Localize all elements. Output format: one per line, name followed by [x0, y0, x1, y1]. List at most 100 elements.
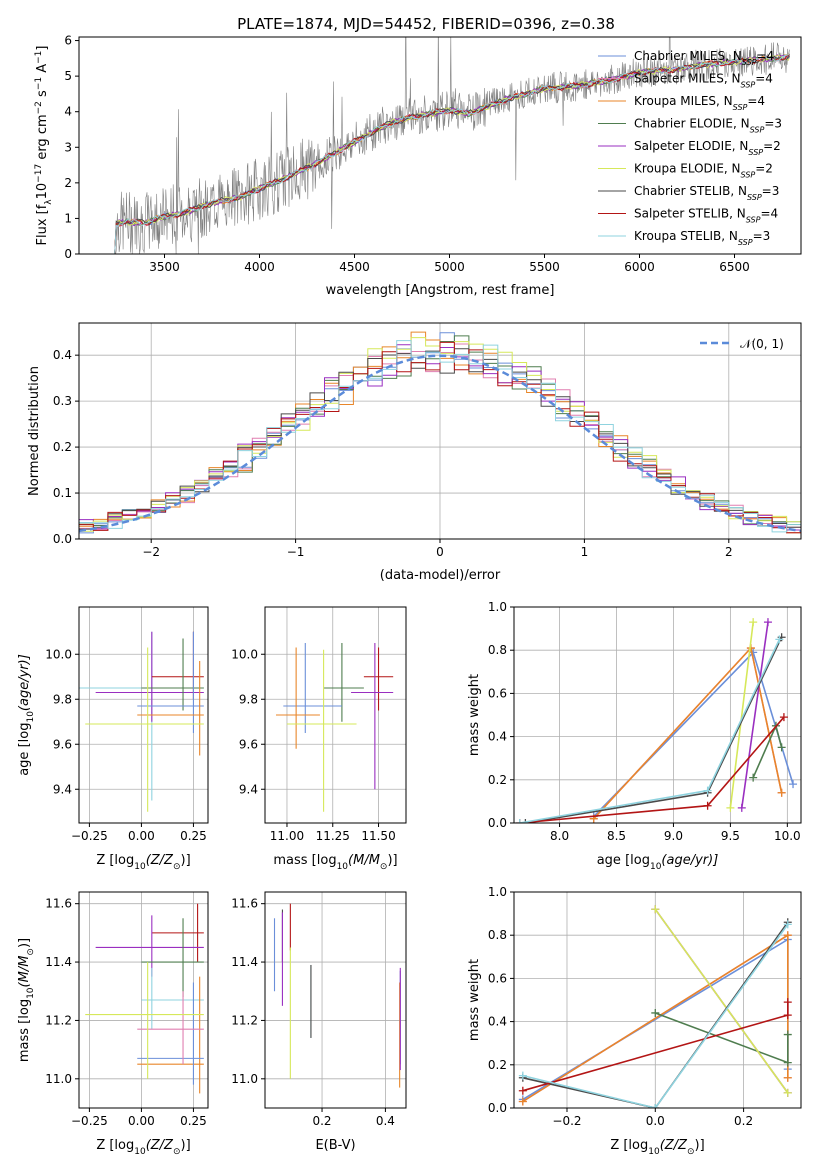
- y-tick-label: 0.2: [488, 773, 507, 787]
- legend-label: Chabrier ELODIE, NSSP=3: [634, 117, 782, 135]
- weight-point: [651, 1008, 660, 1017]
- x-tick-label: 4500: [339, 260, 370, 274]
- plot-area: [79, 331, 801, 534]
- x-tick-label: −0.2: [552, 1114, 581, 1128]
- x-tick-label: 5000: [434, 260, 465, 274]
- weight-point: [703, 786, 712, 795]
- x-tick-label: 0.00: [128, 1114, 155, 1128]
- x-tick-label: 8.0: [550, 829, 569, 843]
- y-tick-label: 9.4: [239, 782, 258, 796]
- legend-label: Salpeter STELIB, NSSP=4: [634, 207, 778, 225]
- y-tick-label: 9.8: [239, 692, 258, 706]
- panel-mass-vs-ebv: 0.2 0.4 11.0 11.2 11.4 11.6 E(B-V): [231, 891, 407, 1153]
- y-axis-label: age [log10(age/yr)]: [17, 654, 36, 776]
- legend-label: Kroupa STELIB, NSSP=3: [634, 229, 770, 247]
- x-axis-label: age [log10(age/yr)]: [597, 853, 719, 872]
- figure-title: PLATE=1874, MJD=54452, FIBERID=0396, z=0…: [237, 15, 615, 33]
- plot-area: [273, 903, 401, 1088]
- y-tick-label: 9.6: [239, 737, 258, 751]
- x-tick-label: −1: [287, 545, 305, 559]
- axes-frame: [513, 891, 802, 1109]
- y-axis-label: Normed distribution: [27, 366, 42, 496]
- x-tick-label: −0.25: [71, 829, 108, 843]
- x-axis-label: Z [log10(Z/Z⊙)]: [96, 1138, 190, 1157]
- y-tick-label: 11.2: [231, 1013, 258, 1027]
- y-tick-label: 11.4: [45, 955, 72, 969]
- x-tick-label: −2: [142, 545, 160, 559]
- weight-point: [783, 1073, 792, 1082]
- y-tick-label: 9.4: [53, 782, 72, 796]
- weight-point: [726, 803, 735, 812]
- weight-line-salpeter-elodie: [741, 621, 769, 809]
- weight-point: [779, 713, 788, 722]
- weight-line-kroupa-stelib: [522, 923, 789, 1108]
- weight-point: [783, 998, 792, 1007]
- y-tick-label: 0.6: [488, 686, 507, 700]
- y-tick-label: 0: [64, 247, 72, 261]
- weight-point: [783, 1011, 792, 1020]
- y-tick-label: 0.0: [488, 816, 507, 830]
- weight-point: [783, 931, 792, 940]
- weight-point: [737, 803, 746, 812]
- y-tick-label: 10.0: [231, 647, 258, 661]
- x-axis-label: wavelength [Angstrom, rest frame]: [326, 283, 555, 298]
- y-tick-label: 0.8: [488, 643, 507, 657]
- y-tick-label: 0.4: [488, 1015, 507, 1029]
- y-tick-label: 0.4: [488, 730, 507, 744]
- weight-point: [783, 920, 792, 929]
- weight-point: [518, 1071, 527, 1080]
- y-axis-label: mass weight: [467, 674, 482, 756]
- y-tick-label: 11.4: [231, 955, 258, 969]
- x-tick-label: 9.5: [721, 829, 740, 843]
- x-tick-label: 2: [725, 545, 733, 559]
- weight-line-salpeter-miles: [593, 646, 783, 820]
- panel-residuals: −2 −1 0 1 2 0.0 0.1 0.2 0.3 0.4 𝒩(0, 1) (data-model…: [27, 322, 802, 583]
- weight-point: [783, 1088, 792, 1097]
- panel-weight-vs-age: 8.0 8.5 9.0 9.5 10.0 0.0 0.2 0.4 0.6 0.8 1.0 age [l…: [467, 600, 802, 872]
- weight-point: [518, 1086, 527, 1095]
- y-tick-label: 0.2: [53, 440, 72, 454]
- y-tick-label: 3: [64, 140, 72, 154]
- y-tick-label: 0.4: [53, 348, 72, 362]
- x-tick-label: 6500: [719, 260, 750, 274]
- weight-point: [518, 1097, 527, 1106]
- plot-area: [515, 618, 798, 823]
- y-tick-label: 0.0: [488, 1101, 507, 1115]
- x-axis-label: (data-model)/error: [380, 568, 501, 583]
- panel-age-vs-mass: 11.00 11.25 11.50 9.4 9.6 9.8 10.0 mass [log10(…: [231, 606, 407, 872]
- y-axis-label: mass weight: [467, 959, 482, 1041]
- y-tick-label: 4: [64, 105, 72, 119]
- weight-point: [777, 743, 786, 752]
- weight-point: [651, 905, 660, 914]
- y-axis-label: mass [log10(M/M⊙)]: [17, 938, 36, 1062]
- y-tick-label: 1.0: [488, 885, 507, 899]
- y-tick-label: 11.6: [45, 897, 72, 911]
- weight-point: [777, 788, 786, 797]
- x-tick-label: 4000: [244, 260, 275, 274]
- plot-area: [79, 631, 204, 812]
- plot-area: [275, 643, 394, 812]
- y-tick-label: 11.6: [231, 897, 258, 911]
- y-tick-label: 0.3: [53, 394, 72, 408]
- weight-point: [651, 1104, 660, 1108]
- legend-label: Chabrier STELIB, NSSP=3: [634, 184, 779, 202]
- legend-label: Chabrier MILES, NSSP=4: [634, 49, 774, 67]
- weight-point: [703, 801, 712, 810]
- y-tick-label: 0.8: [488, 928, 507, 942]
- legend-label: Kroupa ELODIE, NSSP=2: [634, 162, 773, 180]
- x-axis-label: Z [log10(Z/Z⊙)]: [610, 1138, 704, 1157]
- weight-point: [521, 819, 530, 823]
- plot-area: [518, 905, 792, 1108]
- y-tick-label: 11.0: [231, 1072, 258, 1086]
- legend: Chabrier MILES, NSSP=4 Salpeter MILES, NS…: [598, 49, 782, 247]
- y-tick-label: 5: [64, 69, 72, 83]
- x-tick-label: 0.2: [312, 1114, 331, 1128]
- axes-frame: [78, 36, 802, 255]
- normal-curve: [79, 354, 801, 533]
- legend-label: Salpeter MILES, NSSP=4: [634, 72, 773, 90]
- x-tick-label: 0.4: [376, 1114, 395, 1128]
- axes-frame: [78, 891, 209, 1109]
- axes-frame: [78, 606, 209, 824]
- legend-label: Kroupa MILES, NSSP=4: [634, 94, 765, 112]
